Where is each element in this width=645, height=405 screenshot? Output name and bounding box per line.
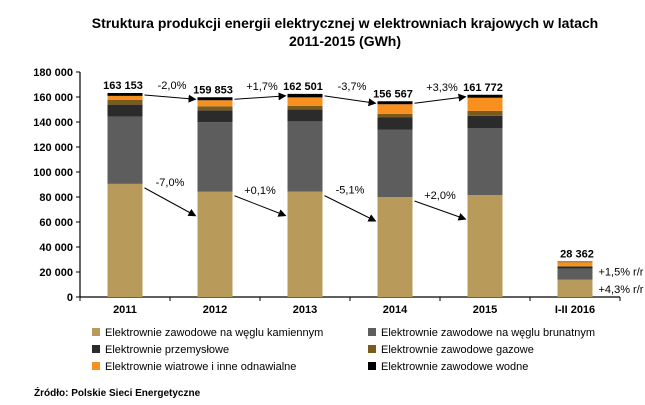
bar-segment: [557, 262, 593, 266]
coal-change-arrow: [324, 195, 377, 222]
bar-segment: [557, 266, 593, 269]
bar-segment: [287, 105, 323, 110]
legend-label: Elektrownie zawodowe wodne: [381, 361, 528, 373]
bar-segment: [197, 100, 233, 107]
bar-segment: [467, 128, 503, 196]
bar-segment: [557, 279, 593, 297]
coal-change-arrow: [144, 187, 197, 217]
legend-label: Elektrownie zawodowe gazowe: [381, 344, 534, 356]
coal-change-label: +2,0%: [424, 190, 456, 202]
x-tick-label: 2014: [383, 304, 408, 316]
chart-title-line-1: Struktura produkcji energii elektrycznej…: [92, 15, 599, 31]
total-change-label: -2,0%: [158, 80, 187, 92]
y-tick-label: 120 000: [33, 142, 73, 154]
coal-change-label: +0,1%: [244, 185, 276, 197]
y-tick-label: 100 000: [33, 167, 73, 179]
total-change-arrow: [414, 93, 467, 104]
x-tick-label: 2015: [473, 304, 497, 316]
total-label: 161 772: [463, 82, 503, 94]
bar-segment: [467, 110, 503, 116]
total-label: 28 362: [560, 249, 594, 261]
bar-segment: [197, 122, 233, 192]
bar-segment: [467, 115, 503, 128]
bar-segment: [107, 93, 143, 96]
bar-segment: [287, 121, 323, 192]
bar-segment: [557, 265, 593, 267]
source-note: Źródło: Polskie Sieci Energetyczne: [34, 386, 201, 399]
bar-segment: [107, 95, 143, 100]
legend-swatch: [368, 345, 376, 353]
bar-segment: [107, 183, 143, 297]
coal-change-arrow: [234, 195, 287, 217]
legend-swatch: [368, 328, 376, 336]
bar-segment: [107, 100, 143, 105]
yoy-coal-label: +4,3% r/r: [599, 284, 644, 296]
bar-segment: [287, 93, 323, 98]
y-tick-label: 140 000: [33, 117, 73, 129]
total-change-arrow: [324, 95, 377, 107]
bar-segment: [107, 116, 143, 184]
bar-segment: [377, 113, 413, 118]
bar-segment: [377, 197, 413, 297]
bar-segment: [467, 97, 503, 111]
total-change-arrow: [234, 92, 287, 101]
total-label: 156 567: [373, 88, 413, 100]
legend-label: Elektrownie zawodowe na węglu brunatnym: [381, 327, 595, 339]
annotations: 163 153 159 853 162 501 156 567 161 772 28 36…: [103, 80, 644, 296]
y-tick-label: 180 000: [33, 67, 73, 79]
bar-segment: [287, 191, 323, 297]
bar-segment: [377, 129, 413, 197]
y-tick-label: 0: [67, 292, 73, 304]
bar-segment: [197, 191, 233, 297]
bar-segment: [287, 97, 323, 106]
chart-title-line-2: 2011-2015 (GWh): [289, 33, 401, 49]
x-tick-label: 2013: [293, 304, 317, 316]
total-change-label: -3,7%: [338, 81, 367, 93]
coal-change-label: -7,0%: [156, 177, 185, 189]
y-tick-label: 40 000: [39, 242, 73, 254]
legend-swatch: [92, 362, 100, 370]
y-tick-label: 160 000: [33, 92, 73, 104]
bars: [107, 93, 593, 297]
bar-segment: [197, 97, 233, 101]
bar-segment: [197, 110, 233, 123]
coal-change-label: -5,1%: [336, 185, 365, 197]
total-label: 159 853: [193, 84, 233, 96]
bar-segment: [287, 109, 323, 122]
bar-segment: [377, 104, 413, 114]
bar-segment: [557, 261, 593, 263]
axes: 0 20 000 40 000 60 000 80 000 100 000 120 000 1…: [33, 67, 621, 316]
bar-segment: [467, 195, 503, 297]
x-tick-label: I-II 2016: [555, 304, 595, 316]
yoy-total-label: +1,5% r/r: [599, 267, 644, 279]
legend-swatch: [92, 328, 100, 336]
total-change-arrow: [144, 94, 197, 103]
bar-segment: [557, 268, 593, 280]
legend-swatch: [368, 362, 376, 370]
coal-change-arrow: [414, 200, 467, 221]
bar-segment: [467, 94, 503, 98]
bar-segment: [377, 117, 413, 130]
bar-segment: [107, 104, 143, 117]
total-label: 162 501: [283, 81, 323, 93]
legend: Elektrownie zawodowe na węglu kamiennym E…: [92, 327, 595, 373]
y-tick-label: 80 000: [39, 192, 73, 204]
total-change-label: +1,7%: [246, 81, 278, 93]
x-tick-label: 2012: [203, 304, 227, 316]
bar-segment: [197, 106, 233, 111]
legend-label: Elektrownie przemysłowe: [105, 344, 229, 356]
total-label: 163 153: [103, 80, 143, 92]
legend-swatch: [92, 345, 100, 353]
total-change-label: +3,3%: [426, 82, 458, 94]
legend-label: Elektrownie wiatrowe i inne odnawialne: [105, 361, 296, 373]
y-tick-label: 20 000: [39, 267, 73, 279]
bar-segment: [377, 101, 413, 105]
y-tick-label: 60 000: [39, 217, 73, 229]
legend-label: Elektrownie zawodowe na węglu kamiennym: [105, 327, 323, 339]
x-tick-label: 2011: [113, 304, 137, 316]
